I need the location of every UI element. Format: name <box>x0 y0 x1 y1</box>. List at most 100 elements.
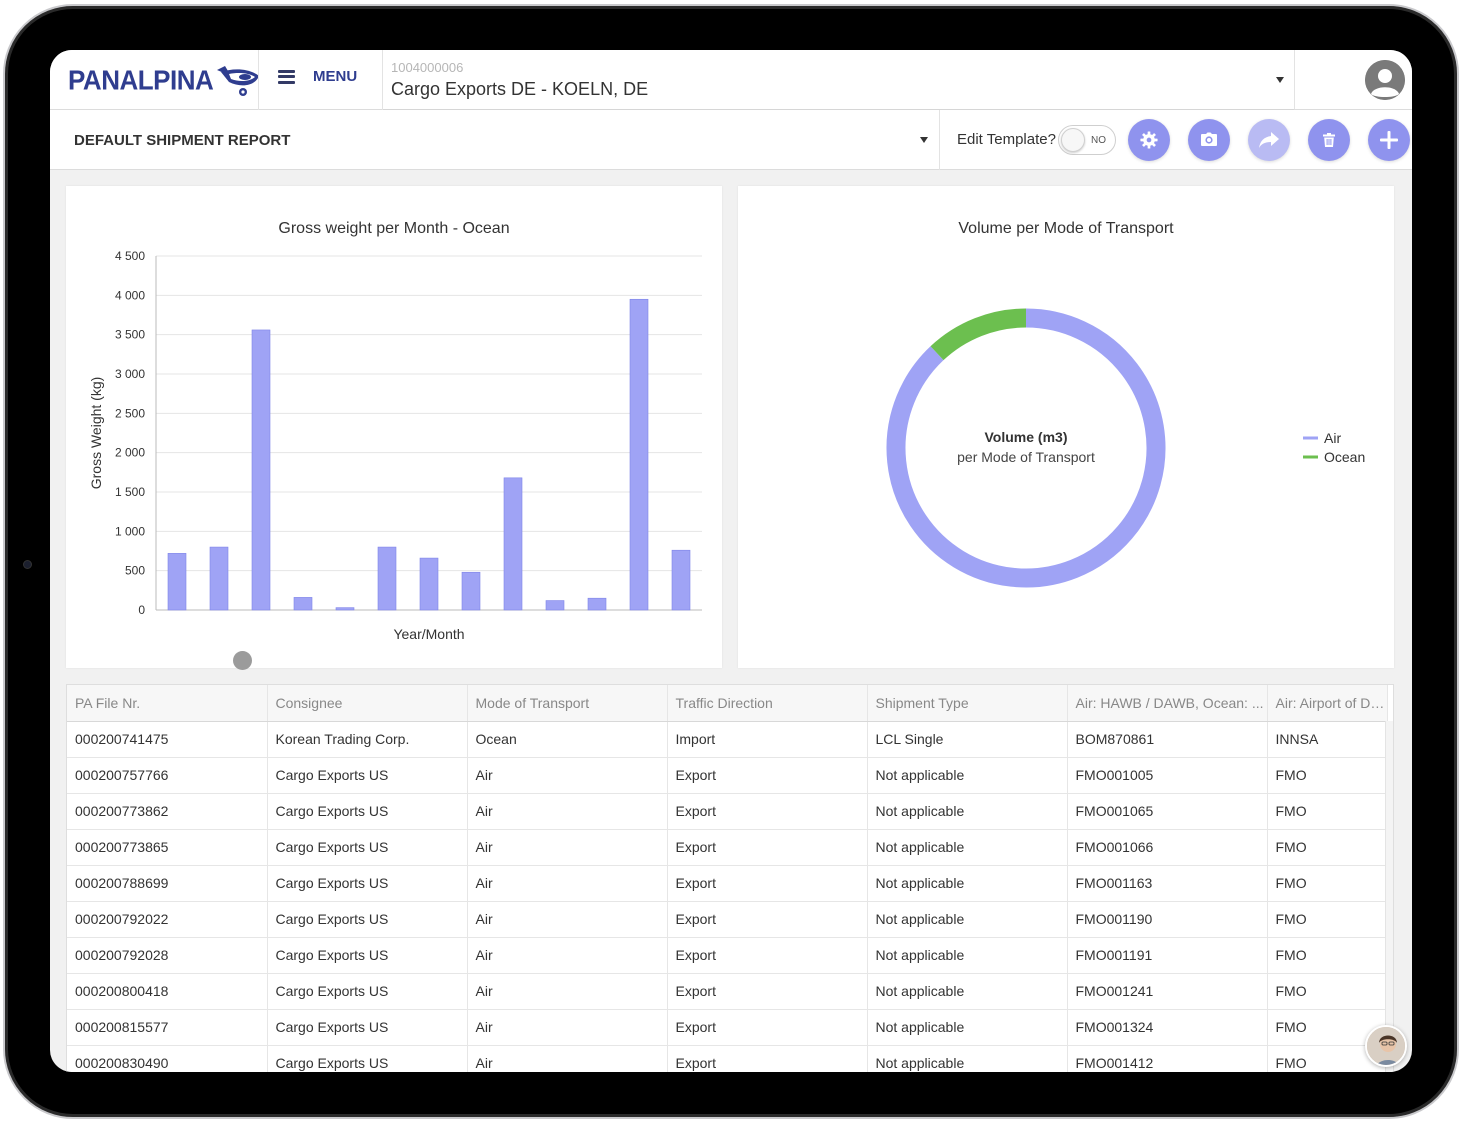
table-cell: Export <box>667 1009 868 1046</box>
table-cell: 000200792022 <box>67 901 268 938</box>
table-row[interactable]: 000200788699 Cargo Exports US Air Export Not… <box>67 865 1388 902</box>
divider <box>382 50 383 110</box>
table-cell: Air <box>467 937 668 974</box>
table-cell: 000200815577 <box>67 1009 268 1046</box>
support-chat-avatar[interactable] <box>1365 1025 1407 1067</box>
table-cell: Cargo Exports US <box>267 1009 468 1046</box>
table-cell: FMO <box>1267 865 1388 902</box>
y-tick-label: 3 500 <box>115 328 145 342</box>
table-cell: 000200788699 <box>67 865 268 902</box>
report-selector[interactable]: DEFAULT SHIPMENT REPORT <box>50 110 940 170</box>
settings-button[interactable] <box>1128 119 1170 161</box>
table-cell: Export <box>667 1045 868 1072</box>
report-name: DEFAULT SHIPMENT REPORT <box>74 132 291 149</box>
y-tick-label: 500 <box>125 564 145 578</box>
bar <box>587 597 607 611</box>
edit-template-label: Edit Template? <box>957 131 1056 148</box>
column-header[interactable]: Air: Airport of Depa <box>1267 685 1388 722</box>
table-header-row: PA File Nr. Consignee Mode of Transport Tra… <box>67 685 1388 722</box>
table-row[interactable]: 000200792022 Cargo Exports US Air Export Not… <box>67 901 1388 938</box>
bar <box>335 607 355 611</box>
bar <box>251 329 271 611</box>
table-cell: Not applicable <box>867 865 1068 902</box>
table-row[interactable]: 000200757766 Cargo Exports US Air Export Not… <box>67 757 1388 794</box>
table-cell: Air <box>467 757 668 794</box>
chart-scroll-handle[interactable] <box>233 651 252 670</box>
table-cell: FMO001412 <box>1067 1045 1268 1072</box>
table-cell: Not applicable <box>867 757 1068 794</box>
table-row[interactable]: 000200741475 Korean Trading Corp. Ocean Imp… <box>67 721 1388 758</box>
y-tick-label: 1 000 <box>115 524 145 538</box>
bar <box>167 553 187 611</box>
table-cell: FMO <box>1267 793 1388 830</box>
panalpina-logo[interactable]: PANALPINA <box>68 60 263 100</box>
table-cell: Not applicable <box>867 829 1068 866</box>
snapshot-button[interactable] <box>1188 119 1230 161</box>
table-cell: Import <box>667 721 868 758</box>
table-cell: FMO001005 <box>1067 757 1268 794</box>
add-button[interactable] <box>1368 119 1410 161</box>
bar <box>293 597 313 611</box>
table-cell: FMO001241 <box>1067 973 1268 1010</box>
column-header[interactable]: Air: HAWB / DAWB, Ocean: ... <box>1067 685 1268 722</box>
delete-button[interactable] <box>1308 119 1350 161</box>
x-axis-label: Year/Month <box>393 626 464 642</box>
y-tick-label: 1 500 <box>115 485 145 499</box>
column-header[interactable]: Consignee <box>267 685 468 722</box>
donut-center-subtitle: per Mode of Transport <box>957 449 1095 465</box>
table-cell: FMO001163 <box>1067 865 1268 902</box>
table-cell: Export <box>667 865 868 902</box>
volume-chart-card: Volume per Mode of Transport Volume (m3)… <box>738 186 1394 668</box>
gross-weight-bar-chart: 4 500 4 000 3 500 3 000 2 500 2 000 1 500 1 000… <box>88 249 702 642</box>
app-screen: PANALPINA MENU 1004000006 Cargo Exports … <box>50 50 1412 1072</box>
divider <box>258 50 259 110</box>
table-row[interactable]: 000200815577 Cargo Exports US Air Export Not… <box>67 1009 1388 1046</box>
table-row[interactable]: 000200792028 Cargo Exports US Air Export Not… <box>67 937 1388 974</box>
caret-down-icon <box>920 137 928 143</box>
camera-icon <box>1201 132 1217 146</box>
table-cell: FMO <box>1267 901 1388 938</box>
chart-title: Volume per Mode of Transport <box>958 220 1174 237</box>
table-cell: Air <box>467 1009 668 1046</box>
donut-center-title: Volume (m3) <box>985 429 1068 445</box>
y-tick-label: 2 000 <box>115 446 145 460</box>
table-cell: FMO001066 <box>1067 829 1268 866</box>
user-avatar-icon[interactable] <box>1365 60 1405 100</box>
column-header[interactable]: Traffic Direction <box>667 685 868 722</box>
column-header[interactable]: Shipment Type <box>867 685 1068 722</box>
table-row[interactable]: 000200830490 Cargo Exports US Air Export Not… <box>67 1045 1388 1072</box>
plus-icon <box>1380 131 1398 149</box>
table-cell: Not applicable <box>867 937 1068 974</box>
menu-button[interactable]: MENU <box>278 68 357 85</box>
shipment-table: PA File Nr. Consignee Mode of Transport Tra… <box>66 684 1394 1072</box>
gear-icon <box>1140 131 1158 149</box>
table-scrollbar[interactable] <box>1385 721 1393 1072</box>
share-button[interactable] <box>1248 119 1290 161</box>
table-cell: Cargo Exports US <box>267 757 468 794</box>
volume-donut-chart: Volume (m3) per Mode of Transport Air Ocean <box>886 308 1365 588</box>
y-tick-label: 4 500 <box>115 249 145 263</box>
table-row[interactable]: 000200800418 Cargo Exports US Air Export Not… <box>67 973 1388 1010</box>
account-name: Cargo Exports DE - KOELN, DE <box>391 79 649 99</box>
y-axis-label: Gross Weight (kg) <box>88 377 104 490</box>
table-row[interactable]: 000200773862 Cargo Exports US Air Export Not… <box>67 793 1388 830</box>
table-cell: Ocean <box>467 721 668 758</box>
y-tick-label: 3 000 <box>115 367 145 381</box>
table-cell: Not applicable <box>867 1009 1068 1046</box>
table-cell: Cargo Exports US <box>267 793 468 830</box>
column-header[interactable]: Mode of Transport <box>467 685 668 722</box>
bar <box>419 557 439 611</box>
donut-slice-ocean <box>930 308 1027 361</box>
table-row[interactable]: 000200773865 Cargo Exports US Air Export Not… <box>67 829 1388 866</box>
column-header[interactable]: PA File Nr. <box>67 685 268 722</box>
table-cell: FMO001324 <box>1067 1009 1268 1046</box>
top-bar: PANALPINA MENU 1004000006 Cargo Exports … <box>50 50 1412 110</box>
edit-template-toggle[interactable]: NO <box>1058 125 1116 155</box>
account-selector[interactable]: 1004000006 Cargo Exports DE - KOELN, DE <box>383 50 1295 110</box>
donut-slice-air <box>886 308 1166 588</box>
gross-weight-chart-card: Gross weight per Month - Ocean 4 500 4 00… <box>66 186 722 668</box>
bar <box>377 546 397 611</box>
bar <box>545 600 565 611</box>
legend-label: Air <box>1324 430 1341 446</box>
table-cell: 000200830490 <box>67 1045 268 1072</box>
